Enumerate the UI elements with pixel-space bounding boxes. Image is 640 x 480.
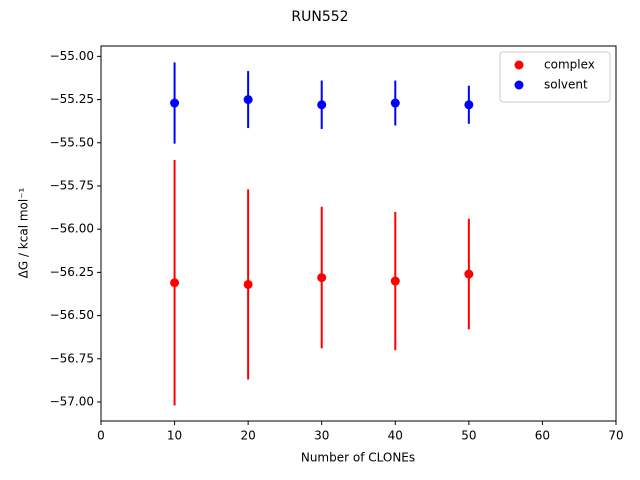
y-tick-label: −55.25	[50, 92, 94, 106]
point	[390, 98, 400, 108]
y-tick-label: −57.00	[50, 394, 94, 408]
legend-marker	[514, 60, 524, 70]
point	[390, 276, 400, 286]
point	[317, 100, 327, 110]
x-tick-label: 0	[97, 429, 105, 443]
y-tick-label: −55.75	[50, 178, 94, 192]
plot-frame	[100, 45, 617, 422]
x-axis-label: Number of CLONEs	[301, 451, 415, 465]
x-tick-label: 50	[461, 429, 476, 443]
point	[243, 279, 253, 289]
x-tick-label: 20	[241, 429, 256, 443]
y-tick-label: −55.00	[50, 49, 94, 63]
x-tick-label: 70	[608, 429, 623, 443]
x-tick-label: 10	[167, 429, 182, 443]
point	[243, 95, 253, 105]
y-tick-label: −56.50	[50, 308, 94, 322]
legend-label: complex	[544, 58, 595, 72]
x-tick-label: 40	[388, 429, 403, 443]
legend-marker	[514, 80, 524, 90]
y-tick-label: −55.50	[50, 135, 94, 149]
x-tick-label: 60	[535, 429, 550, 443]
y-tick-label: −56.75	[50, 351, 94, 365]
y-tick-label: −56.00	[50, 222, 94, 236]
legend-box	[499, 51, 611, 103]
y-axis-label: ΔG / kcal mol⁻¹	[17, 187, 31, 278]
point	[464, 100, 474, 110]
legend-label: solvent	[544, 78, 588, 92]
x-tick-label: 30	[314, 429, 329, 443]
y-tick-label: −56.25	[50, 265, 94, 279]
point	[170, 98, 180, 108]
point	[317, 273, 327, 283]
chart-title: RUN552	[291, 9, 348, 25]
point	[464, 269, 474, 279]
point	[170, 278, 180, 288]
